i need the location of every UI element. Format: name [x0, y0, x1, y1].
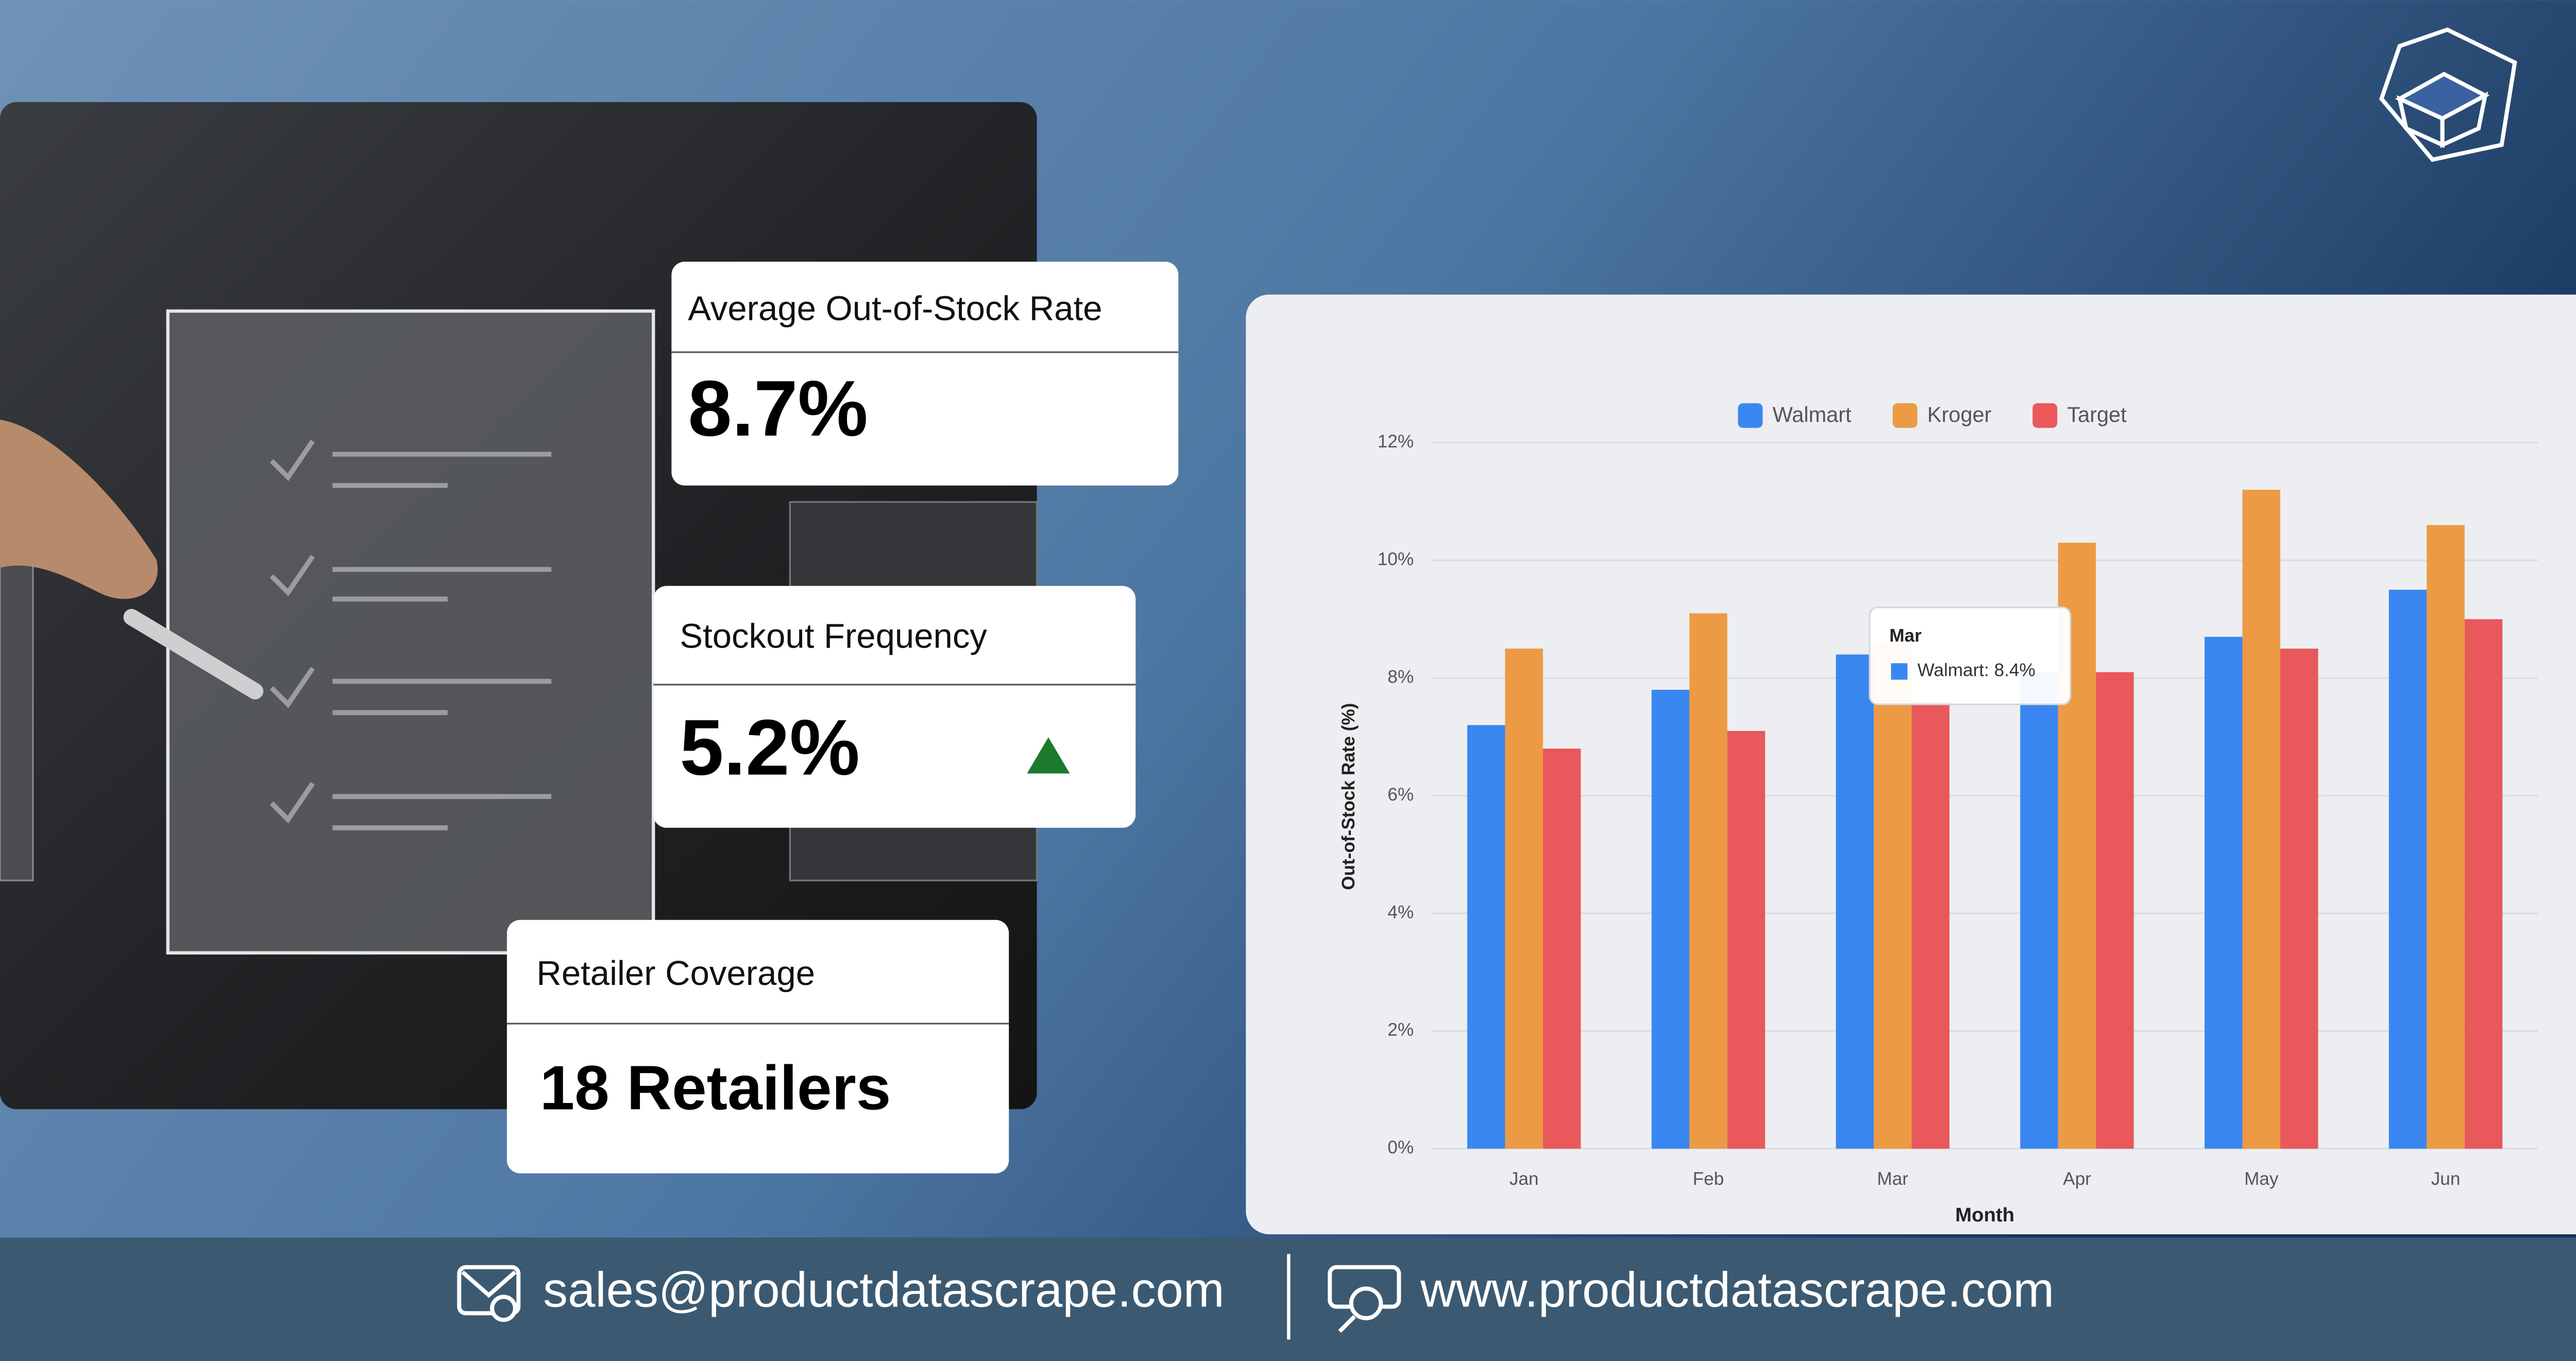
x-axis-label: Month [1955, 1204, 2014, 1226]
web-icon [1328, 1265, 1401, 1333]
tooltip-swatch [1891, 663, 1908, 680]
card: Stockout Frequency 5.2% [653, 586, 1136, 828]
legend-swatch [1738, 403, 1763, 428]
card-value: 18 Retailers [540, 1052, 891, 1122]
bar [1543, 748, 1581, 1149]
bar [2427, 525, 2465, 1149]
card: Average Out-of-Stock Rate 8.7% [671, 261, 1179, 486]
y-tick-label: 2% [1387, 1020, 1414, 1040]
legend-label: Target [2067, 402, 2127, 427]
y-tick-label: 0% [1387, 1137, 1414, 1158]
bar [2242, 489, 2281, 1149]
x-tick-label: May [2244, 1169, 2279, 1189]
x-tick-label: Jan [1510, 1169, 1539, 1189]
tooltip-title: Mar [1889, 626, 1922, 646]
bar [1911, 701, 1950, 1149]
card: Retailer Coverage 18 Retailers [506, 920, 1009, 1173]
logo [2379, 27, 2517, 162]
bar [2020, 672, 2058, 1149]
bar [2464, 619, 2503, 1149]
tooltip: Mar Walmart: 8.4% [1869, 606, 2072, 705]
y-tick-label: 12% [1378, 432, 1414, 452]
footer-website: www.productdatascrape.com [1420, 1262, 2054, 1317]
footer-email: sales@productdatascrape.com [543, 1262, 1224, 1317]
y-tick-label: 10% [1378, 549, 1414, 569]
legend-label: Kroger [1927, 402, 1992, 427]
y-tick-label: 4% [1387, 902, 1414, 922]
x-tick-label: Apr [2063, 1169, 2091, 1189]
card-value: 5.2% [680, 704, 859, 792]
y-axis-label: Out-of-Stock Rate (%) [1338, 703, 1359, 890]
bar [1467, 725, 1505, 1149]
bar [2280, 649, 2318, 1149]
bar [1651, 690, 1690, 1149]
x-tick-label: Feb [1693, 1169, 1724, 1189]
bar [2096, 672, 2134, 1149]
y-tick-label: 6% [1387, 785, 1414, 805]
x-tick-label: Jun [2431, 1169, 2461, 1189]
email-icon [457, 1265, 521, 1322]
tooltip-text: Walmart: 8.4% [1918, 660, 2036, 680]
bar [2205, 637, 2243, 1149]
bar [1505, 649, 1543, 1149]
card-value: 8.7% [688, 365, 868, 453]
bar [1873, 642, 1912, 1149]
card-label: Retailer Coverage [536, 954, 815, 993]
bar [1727, 730, 1766, 1149]
trend-up-icon [1027, 737, 1070, 774]
bar [2388, 589, 2427, 1149]
legend-label: Walmart [1772, 402, 1851, 427]
x-tick-label: Mar [1877, 1169, 1908, 1189]
y-tick-label: 8% [1387, 667, 1414, 687]
legend-swatch [2032, 403, 2058, 428]
bar [1836, 654, 1874, 1149]
card-label: Average Out-of-Stock Rate [688, 290, 1102, 328]
legend-swatch [1892, 403, 1918, 428]
bar [1689, 613, 1727, 1149]
card-label: Stockout Frequency [680, 617, 987, 655]
